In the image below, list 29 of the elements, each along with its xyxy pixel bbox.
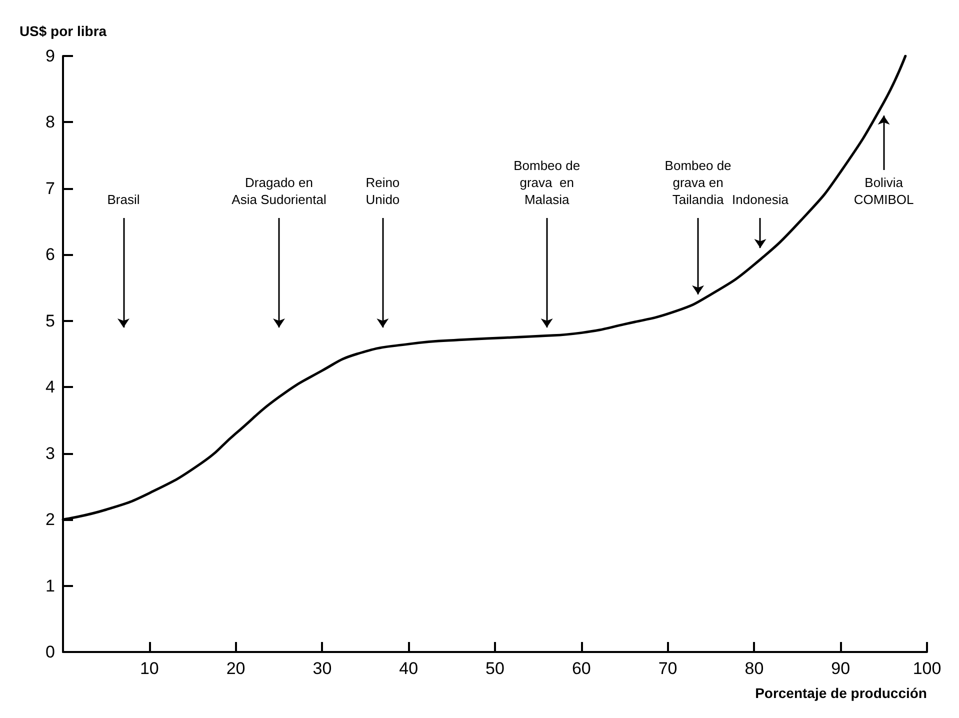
y-tick-label: 7 [46,178,55,198]
annotation: Dragado en Asia Sudoriental [232,175,326,207]
y-tick-label: 0 [46,642,55,662]
x-tick-label: 60 [572,659,591,678]
annotation: Indonesia [732,192,790,207]
y-tick-label: 8 [46,112,55,132]
annotation: Bombeo de grava en Malasia [514,158,580,207]
x-axis-title: Porcentaje de producción [755,685,927,701]
y-tick-label: 3 [46,444,55,463]
y-tick-label: 4 [46,378,55,397]
x-tick-label: 70 [658,659,678,678]
x-tick-label: 10 [140,659,159,678]
x-tick-label: 40 [399,659,418,678]
annotation: Brasil [107,192,140,207]
y-axis-title: US$ por libra [19,23,107,39]
x-tick-label: 30 [312,659,332,678]
x-tick-label: 50 [486,659,504,678]
y-tick-label: 6 [46,245,55,264]
y-tick-label: 2 [46,510,55,530]
annotation: Bombeo de grava en Tailandia [664,158,732,207]
x-tick-label: 90 [831,659,850,678]
y-tick-label: 9 [46,46,55,66]
x-tick-label: 80 [744,659,764,678]
annotation: Bolivia COMIBOL [854,175,914,207]
x-tick-label: 20 [226,659,246,678]
y-tick-label: 1 [46,576,55,596]
y-tick-label: 5 [46,311,55,330]
x-tick-label: 100 [912,659,942,678]
annotation: Reino Unido [366,175,400,207]
